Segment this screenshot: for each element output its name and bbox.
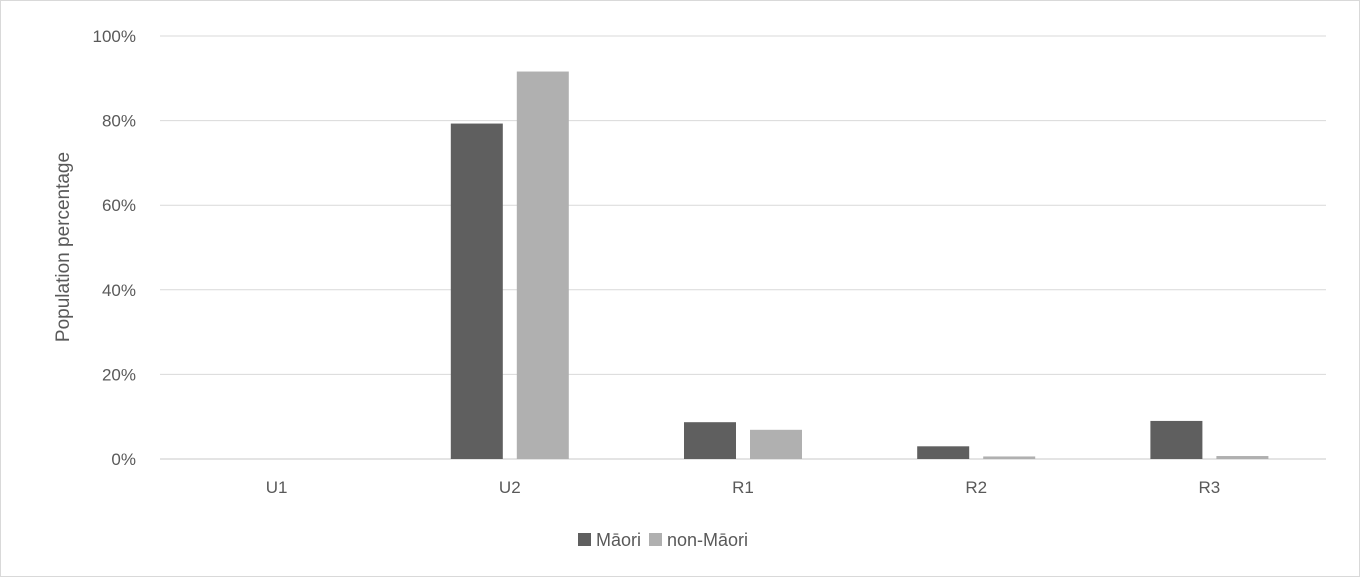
x-tick-label: U1 (266, 478, 288, 497)
bars (450, 71, 1269, 460)
x-tick-label: R2 (965, 478, 987, 497)
legend-swatch-maori (578, 533, 591, 546)
y-tick-label: 60% (102, 196, 136, 215)
x-tick-label: R3 (1199, 478, 1221, 497)
legend-swatch-non-maori (649, 533, 662, 546)
bar-u2-maori (450, 123, 503, 459)
y-tick-label: 100% (93, 27, 136, 46)
bar-r2-non-maori (983, 456, 1036, 459)
bar-r1-non-maori (750, 429, 802, 459)
y-tick-label: 40% (102, 281, 136, 300)
x-tick-label: R1 (732, 478, 754, 497)
x-tick-label: U2 (499, 478, 521, 497)
y-axis-title: Population percentage (53, 152, 74, 342)
gridlines (160, 35, 1326, 460)
bar-u2-non-maori (516, 71, 569, 460)
legend-label-non-maori: non-Māori (667, 530, 748, 550)
y-tick-label: 0% (111, 450, 136, 469)
legend: Māori non-Māori (578, 530, 748, 550)
bar-r1-maori (684, 422, 736, 459)
bar-r2-maori (917, 446, 970, 459)
axes: 0% 20% 40% 60% 80% 100% U1 U2 R1 R2 R3 (93, 27, 1221, 497)
legend-label-maori: Māori (596, 530, 641, 550)
bar-r3-non-maori (1216, 456, 1269, 459)
y-tick-label: 80% (102, 112, 136, 131)
y-tick-label: 20% (102, 365, 136, 384)
bar-r3-maori (1150, 420, 1203, 459)
